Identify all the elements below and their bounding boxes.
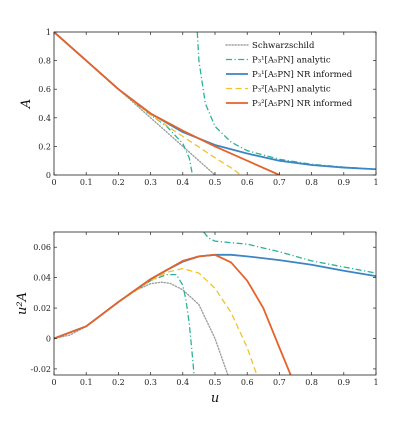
- bottom-x-tick-label: 1: [373, 378, 378, 387]
- top-chart-panel: 0 0.1 0.2 0.3 0.4 0.5 0.6 0.7 0.8 0.9 1 0 0.2 0.4 0.6 0…: [19, 28, 379, 187]
- top-series-5-line: [54, 32, 280, 175]
- bottom-x-tick-label: 0.2: [112, 378, 125, 387]
- bottom-y-tick-label: 0: [46, 334, 51, 343]
- top-x-tick-label: 0.1: [80, 178, 93, 187]
- bottom-x-tick-label: 0.9: [337, 378, 350, 387]
- top-series-1-line: [54, 32, 194, 175]
- top-y-axis-label: A: [19, 99, 34, 109]
- legend: Schwarzschild P₃¹[A₅PN] analytic P₃¹[A₅PN]…: [225, 41, 353, 109]
- bottom-x-axis-label: u: [211, 391, 219, 406]
- bottom-plot-frame: [53, 231, 377, 376]
- bottom-y-axis-label: u²A: [15, 292, 30, 315]
- legend-entry-label: P₃²[A₅PN] analytic: [252, 85, 331, 95]
- top-y-tick-label: 0: [46, 171, 51, 180]
- top-y-tick-label: 0.8: [38, 57, 51, 66]
- bottom-series-3-line: [54, 253, 376, 340]
- legend-entry-label: P₃¹[A₅PN] NR informed: [252, 70, 353, 80]
- bottom-x-tick-label: 0.5: [209, 378, 222, 387]
- bottom-chart-panel: 0 0.1 0.2 0.3 0.4 0.5 0.6 0.7 0.8 0.9 1-0.0200.020…: [15, 231, 379, 406]
- top-x-tick-label: 0.7: [273, 178, 286, 187]
- bottom-y-tick-label: 0.04: [33, 274, 51, 283]
- top-y-tick-label: 0.2: [38, 142, 51, 151]
- bottom-x-tick-label: 0.4: [176, 378, 189, 387]
- top-x-tick-label: 0.5: [209, 178, 222, 187]
- bottom-x-tick-label: 0.6: [241, 378, 254, 387]
- top-x-tick-label: 0.9: [337, 178, 350, 187]
- bottom-x-tick-label: 0.3: [144, 378, 157, 387]
- top-x-tick-label: 0.3: [144, 178, 157, 187]
- bottom-y-tick-label: 0.02: [33, 304, 51, 313]
- bottom-series-group: [54, 232, 376, 375]
- top-x-tick-label: 0.2: [112, 178, 125, 187]
- top-series-4-line: [54, 32, 242, 175]
- legend-entry-label: P₃¹[A₅PN] analytic: [252, 56, 331, 66]
- legend-entry-label: P₃²[A₅PN] NR informed: [252, 99, 353, 109]
- top-x-tick-label: 0: [51, 178, 56, 187]
- top-y-tick-label: 0.6: [38, 85, 51, 94]
- bottom-series-4-line: [54, 267, 258, 375]
- top-x-tick-label: 1: [373, 178, 378, 187]
- bottom-x-tick-label: 0.1: [80, 378, 93, 387]
- top-y-tick-label: 0.4: [38, 114, 51, 123]
- bottom-x-tick-label: 0.8: [305, 378, 318, 387]
- top-x-tick-label: 0.4: [176, 178, 189, 187]
- bottom-y-tick-label: -0.02: [30, 365, 51, 374]
- bottom-x-tick-label: 0.7: [273, 378, 286, 387]
- bottom-series-2-line: [203, 232, 376, 274]
- bottom-series-1-line: [54, 273, 195, 375]
- top-y-tick-label: 1: [46, 28, 51, 37]
- top-x-tick-label: 0.6: [241, 178, 254, 187]
- legend-entry-label: Schwarzschild: [252, 41, 315, 51]
- bottom-series-5-line: [54, 253, 292, 375]
- top-x-tick-label: 0.8: [305, 178, 318, 187]
- bottom-y-tick-label: 0.06: [33, 243, 51, 252]
- top-series-group: [54, 32, 376, 175]
- bottom-x-tick-label: 0: [51, 378, 56, 387]
